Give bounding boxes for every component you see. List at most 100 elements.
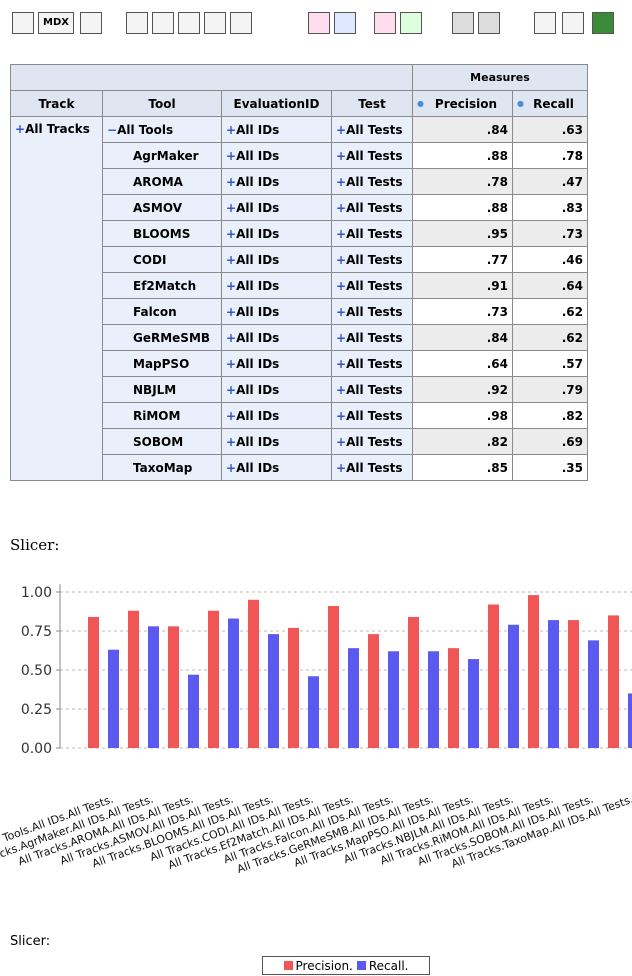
precision-cell: .98 xyxy=(412,402,513,429)
expand-icon[interactable]: + xyxy=(336,174,347,189)
expand-icon[interactable] xyxy=(308,12,330,34)
slicer-label: Slicer: xyxy=(10,934,51,949)
evaluation-cell: +All IDs xyxy=(221,428,332,455)
tree-icon[interactable] xyxy=(126,12,148,34)
column-header: ● Recall xyxy=(512,90,588,117)
tool-cell: Ef2Match xyxy=(102,272,222,299)
expand-icon[interactable]: − xyxy=(107,122,118,137)
precision-cell: .78 xyxy=(412,168,513,195)
recall-cell: .73 xyxy=(512,220,588,247)
column-header: Tool xyxy=(102,90,222,117)
bar xyxy=(608,615,619,748)
legend-label: Precision. xyxy=(295,958,353,973)
recall-cell: .63 xyxy=(512,116,588,143)
expand-icon[interactable]: + xyxy=(226,278,237,293)
bar xyxy=(248,599,259,748)
expand-icon[interactable]: + xyxy=(226,460,237,475)
test-cell: +All Tests xyxy=(331,220,413,247)
expand-icon[interactable]: + xyxy=(226,408,237,423)
evaluation-cell: +All IDs xyxy=(221,246,332,273)
expand-icon[interactable]: + xyxy=(336,226,347,241)
recall-cell: .83 xyxy=(512,194,588,221)
columns-icon[interactable] xyxy=(152,12,174,34)
mdx-button[interactable]: MDX xyxy=(38,12,74,34)
expand-icon[interactable]: + xyxy=(336,434,347,449)
tool-cell: AgrMaker xyxy=(102,142,222,169)
table-row: MapPSO +All IDs +All Tests .64.57 xyxy=(11,350,588,377)
chart-icon[interactable] xyxy=(452,12,474,34)
expand-icon[interactable]: + xyxy=(226,382,237,397)
recall-cell: .69 xyxy=(512,428,588,455)
bar xyxy=(488,604,499,748)
evaluation-cell: +All IDs xyxy=(221,350,332,377)
bar xyxy=(508,624,519,748)
expand-icon[interactable]: + xyxy=(336,356,347,371)
bar xyxy=(208,610,219,748)
expand-icon[interactable]: + xyxy=(336,122,347,137)
precision-cell: .95 xyxy=(412,220,513,247)
sort-desc-icon[interactable] xyxy=(374,12,396,34)
slicer-label: Slicer: xyxy=(10,536,60,554)
drill-icon[interactable] xyxy=(204,12,226,34)
expand-icon[interactable]: + xyxy=(336,460,347,475)
evaluation-cell: +All IDs xyxy=(221,116,332,143)
swap-icon[interactable] xyxy=(230,12,252,34)
track-cell: +All Tracks xyxy=(10,116,103,481)
expand-icon[interactable]: + xyxy=(226,174,237,189)
bar xyxy=(428,651,439,748)
export-icon[interactable] xyxy=(400,12,422,34)
expand-icon[interactable]: + xyxy=(226,226,237,241)
expand-icon[interactable]: + xyxy=(336,382,347,397)
expand-icon[interactable]: + xyxy=(336,148,347,163)
expand-icon[interactable]: + xyxy=(226,122,237,137)
recall-cell: .82 xyxy=(512,402,588,429)
sort-icon[interactable] xyxy=(80,12,102,34)
y-tick-label: 1.00 xyxy=(21,585,52,601)
expand-icon[interactable]: + xyxy=(336,278,347,293)
table-row: ASMOV +All IDs +All Tests .88.83 xyxy=(11,194,588,221)
expand-icon[interactable]: + xyxy=(336,252,347,267)
expand-icon[interactable]: + xyxy=(336,304,347,319)
bar xyxy=(108,649,119,748)
expand-icon[interactable]: + xyxy=(226,434,237,449)
cube-icon[interactable] xyxy=(12,12,34,34)
expand-icon[interactable]: + xyxy=(226,252,237,267)
recall-cell: .35 xyxy=(512,454,588,481)
legend-item: Precision. xyxy=(283,958,353,973)
chart-config-icon[interactable] xyxy=(478,12,500,34)
table-row: Ef2Match +All IDs +All Tests .91.64 xyxy=(11,272,588,299)
evaluation-cell: +All IDs xyxy=(221,324,332,351)
print-icon[interactable] xyxy=(534,12,556,34)
tool-cell: −All Tools xyxy=(102,116,222,143)
table-row: BLOOMS +All IDs +All Tests .95.73 xyxy=(11,220,588,247)
expand-icon[interactable]: + xyxy=(226,356,237,371)
expand-icon[interactable]: + xyxy=(15,122,26,136)
expand-icon[interactable]: + xyxy=(226,200,237,215)
expand-icon[interactable]: + xyxy=(226,330,237,345)
excel-icon[interactable] xyxy=(592,12,614,34)
y-tick-label: 0.75 xyxy=(21,624,52,640)
table-row: NBJLM +All IDs +All Tests .92.79 xyxy=(11,376,588,403)
evaluation-cell: +All IDs xyxy=(221,376,332,403)
expand-icon[interactable]: + xyxy=(336,330,347,345)
y-tick-label: 0.50 xyxy=(21,663,52,679)
bar xyxy=(348,648,359,748)
precision-cell: .88 xyxy=(412,142,513,169)
collapse-icon[interactable] xyxy=(334,12,356,34)
recall-cell: .79 xyxy=(512,376,588,403)
table-row: RiMOM +All IDs +All Tests .98.82 xyxy=(11,402,588,429)
bar xyxy=(388,651,399,748)
pdf-icon[interactable] xyxy=(562,12,584,34)
recall-cell: .46 xyxy=(512,246,588,273)
sort-dot[interactable]: ● xyxy=(517,98,524,108)
table-icon[interactable] xyxy=(178,12,200,34)
sort-dot[interactable]: ● xyxy=(417,98,424,108)
expand-icon[interactable]: + xyxy=(226,148,237,163)
bar xyxy=(628,693,632,748)
pivot-table: Measures Track Tool EvaluationID Test ● Precis… xyxy=(10,64,588,481)
expand-icon[interactable]: + xyxy=(336,408,347,423)
expand-icon[interactable]: + xyxy=(336,200,347,215)
tool-cell: NBJLM xyxy=(102,376,222,403)
expand-icon[interactable]: + xyxy=(226,304,237,319)
bar xyxy=(228,618,239,748)
